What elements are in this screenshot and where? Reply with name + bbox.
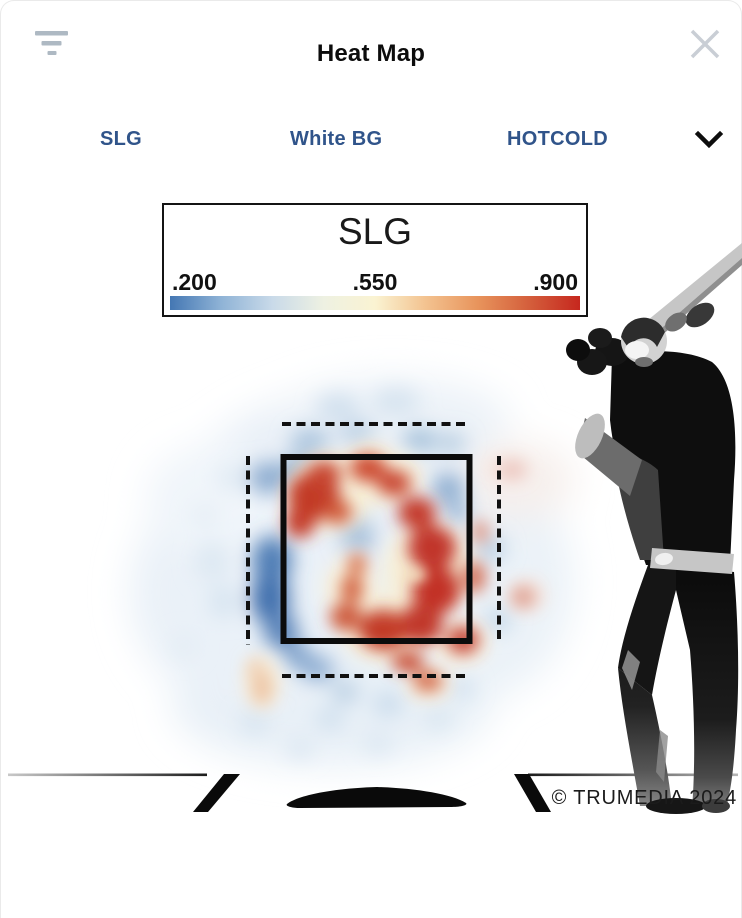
background-select[interactable]: White BG [290,128,383,150]
belt [650,548,734,574]
legend-mid-label: .550 [352,269,398,295]
bat [648,243,742,333]
legend-max-label: .900 [533,269,578,295]
batter-silhouette [566,243,742,814]
legend-gradient-bar [170,296,580,310]
filter-icon[interactable] [30,26,74,60]
strike-zone [246,422,501,678]
legend-box: SLG .200 .550 .900 [162,203,588,317]
batters-box-right-line [514,774,551,812]
heatmap-blobs [130,378,575,767]
home-plate [286,787,467,808]
batters-box-left-line [193,774,240,812]
batting-glove [566,339,590,361]
trumedia-watermark: © TRUMEDIA 2024 [551,787,737,809]
home-plate-graphic [8,773,738,812]
legend-min-label: .200 [172,269,217,295]
palette-select[interactable]: HOTCOLD [507,128,608,150]
page-title: Heat Map [316,40,426,67]
metric-select[interactable]: SLG [100,128,143,150]
legend-title: SLG [337,211,413,252]
chevron-down-icon[interactable] [692,128,726,154]
close-icon[interactable] [686,25,726,65]
